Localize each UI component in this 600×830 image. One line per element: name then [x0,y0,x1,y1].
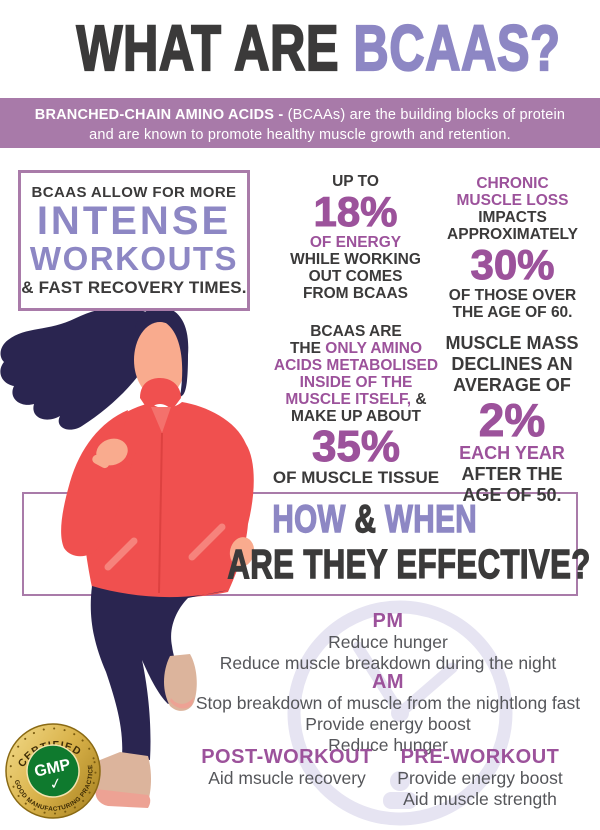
clock-watermark-icon [287,600,513,826]
stat-energy-prefix: UP TO [332,173,379,190]
stat-muscle-value: 35% [311,422,401,472]
gmp-badge: CERTIFIED GOOD MANUFACTURING PRACTICE GM… [5,723,102,821]
when-word: WHEN [376,498,478,541]
how-when-box-border [22,492,578,596]
stat-decline-accent: EACH YEAR [459,442,565,463]
intense-word: INTENSE [36,199,232,243]
pm-line2: Reduce muscle breakdown during the night [219,653,557,673]
pm-label: PM [372,610,404,632]
page-title: WHAT ARE BCAAS? [0,11,600,85]
stat-muscle: BCAAS ARE THE ONLY AMINO ACIDS METABOLIS… [262,323,450,488]
stat-muscle-l2-accent: ONLY AMINO [325,340,423,358]
stat-decline-d2: DECLINES AN [451,354,573,375]
pm-section: PM Reduce hunger Reduce muscle breakdown… [188,611,588,674]
stat-energy-line2: OUT COMES [308,268,403,286]
checkmark-icon: ✓ [48,774,64,794]
stat-muscle-l7: OF MUSCLE TISSUE [272,468,440,488]
pm-line1: Reduce hunger [328,632,448,652]
stat-chronic-dark1: IMPACTS [478,209,547,227]
am-line3: Reduce hunger [328,735,448,755]
stat-muscle-l3: ACIDS METABOLISED [273,357,439,375]
stat-chronic-dark3: OF THOSE OVER [448,287,577,305]
stat-muscle-l6: MAKE UP ABOUT [290,408,422,426]
are-they-effective: ARE THEY EFFECTIVE? [227,540,591,587]
stat-chronic-dark4: THE AGE OF 60. [452,304,573,322]
ampersand: & [354,498,377,541]
stat-chronic-dark2: APPROXIMATELY [447,226,578,244]
stat-muscle-l4: INSIDE OF THE [299,374,413,392]
am-line1: Stop breakdown of muscle from the nightl… [195,693,581,713]
post-workout-line1: Aid msucle recovery [208,768,366,788]
definition-banner: BRANCHED-CHAIN AMINO ACIDS - (BCAAs) are… [0,98,600,148]
definition-line1: BRANCHED-CHAIN AMINO ACIDS - (BCAAs) are… [0,105,600,125]
pre-workout-section: PRE-WORKOUT Provide energy boost Aid mus… [385,747,575,810]
stat-energy-sub: OF ENERGY [309,234,402,252]
pre-workout-label: PRE-WORKOUT [400,746,560,768]
pre-workout-line2: Aid muscle strength [403,789,557,809]
stat-energy-line3: FROM BCAAS [302,285,409,303]
stat-decline-d4: AFTER THE [461,463,563,484]
stat-energy: UP TO 18% OF ENERGY WHILE WORKING OUT CO… [268,173,443,302]
recovery-line: & FAST RECOVERY TIMES. [21,278,247,297]
stat-chronic-accent2: MUSCLE LOSS [456,192,569,210]
definition-rest: (BCAAs) are the building blocks of prote… [287,107,566,123]
page-title-accent: BCAAS? [353,11,561,85]
stat-muscle-l5-dark: & [411,391,427,409]
stat-decline-d3: AVERAGE OF [453,375,571,396]
stat-muscle-l1: BCAAS ARE [310,323,402,340]
how-word: HOW [272,498,355,541]
stat-decline-d1: MUSCLE MASS [445,333,579,353]
stat-decline: MUSCLE MASS DECLINES AN AVERAGE OF 2% EA… [432,333,592,506]
stat-chronic-accent1: CHRONIC [476,175,549,192]
stat-energy-value: 18% [313,188,398,236]
intense-workouts-card: BCAAS ALLOW FOR MORE INTENSE WORKOUTS & … [18,170,250,311]
how-when-heading: HOW & WHEN ARE THEY EFFECTIVE? [170,498,591,588]
post-workout-label: POST-WORKOUT [201,746,373,768]
intense-line1: BCAAS ALLOW FOR MORE [31,184,237,201]
am-section: AM Stop breakdown of muscle from the nig… [188,672,588,756]
stat-muscle-l2-dark: THE [289,340,326,358]
page-title-dark: WHAT ARE [76,11,354,85]
definition-line2: and are known to promote healthy muscle … [89,127,511,143]
am-label: AM [371,671,405,693]
stat-muscle-l5-accent: MUSCLE ITSELF, [285,391,412,409]
stat-decline-value: 2% [478,393,546,446]
pre-workout-line1: Provide energy boost [397,768,563,788]
definition-term: BRANCHED-CHAIN AMINO ACIDS - [34,107,288,123]
stat-chronic-value: 30% [470,241,555,289]
stat-chronic: CHRONIC MUSCLE LOSS IMPACTS APPROXIMATEL… [430,175,595,321]
badge-dotted-ring [9,727,97,815]
am-line2: Provide energy boost [305,714,471,734]
workouts-word: WORKOUTS [29,240,239,277]
stat-decline-d5: AGE OF 50. [462,485,562,506]
post-workout-section: POST-WORKOUT Aid msucle recovery [192,747,382,789]
stat-energy-line1: WHILE WORKING [290,251,421,269]
runner-illustration [0,306,255,808]
